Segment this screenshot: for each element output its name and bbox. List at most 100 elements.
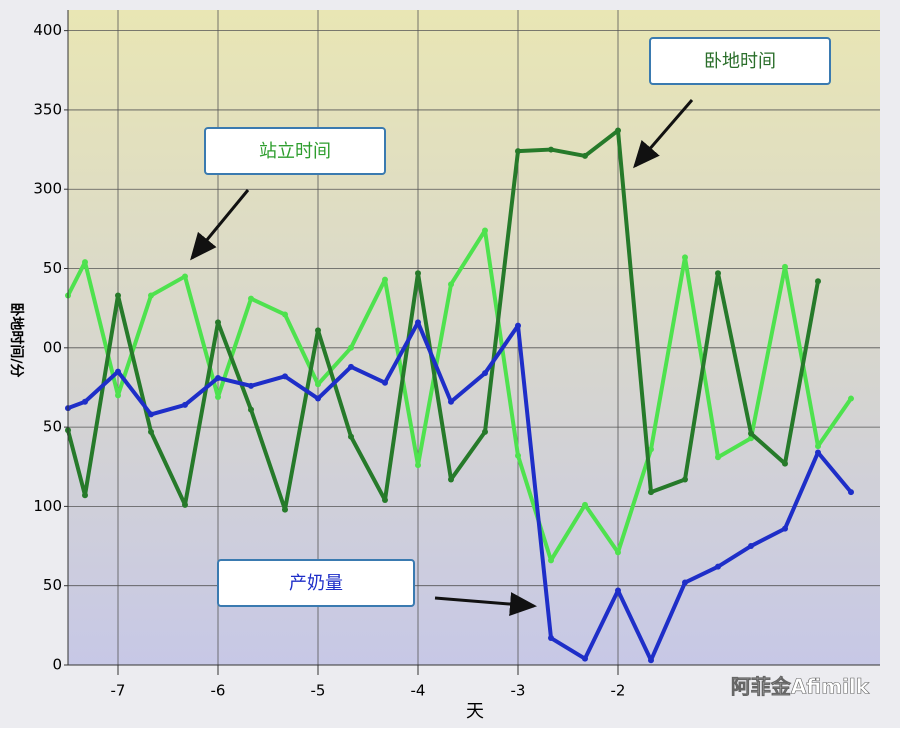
annotation-box xyxy=(204,127,386,175)
series-line xyxy=(66,128,820,512)
y-tick-label: 50 xyxy=(43,259,62,277)
point xyxy=(148,428,154,435)
y-tick-label: 400 xyxy=(33,21,62,39)
point xyxy=(548,146,554,153)
point xyxy=(548,557,554,564)
point xyxy=(248,382,254,389)
annotation-box xyxy=(649,37,831,85)
x-tick-label: -5 xyxy=(311,682,326,700)
point xyxy=(315,381,321,388)
point xyxy=(615,587,621,594)
point xyxy=(215,393,221,400)
y-tick-label: 300 xyxy=(33,180,62,198)
point xyxy=(648,489,654,496)
y-axis-title: 卧地时间/分 xyxy=(8,302,25,377)
point xyxy=(482,227,488,234)
point xyxy=(348,433,354,440)
point xyxy=(448,281,454,288)
point xyxy=(182,501,188,508)
point xyxy=(82,259,88,266)
point xyxy=(448,398,454,405)
point xyxy=(482,370,488,377)
point xyxy=(682,579,688,586)
x-tick-label: -3 xyxy=(511,682,526,700)
point xyxy=(748,543,754,550)
point xyxy=(648,657,654,664)
point xyxy=(815,443,821,450)
point xyxy=(582,152,588,159)
point xyxy=(715,270,721,277)
point xyxy=(782,263,788,270)
point xyxy=(382,497,388,504)
point xyxy=(415,319,421,326)
point xyxy=(282,373,288,380)
point xyxy=(248,406,254,413)
point xyxy=(715,454,721,461)
point xyxy=(182,401,188,408)
point xyxy=(582,655,588,662)
point xyxy=(848,395,854,402)
point xyxy=(215,374,221,381)
point xyxy=(148,292,154,299)
point xyxy=(82,492,88,499)
point xyxy=(615,127,621,134)
y-tick-label: 0 xyxy=(52,656,62,674)
plot-area xyxy=(68,10,880,665)
point xyxy=(782,460,788,467)
point xyxy=(382,276,388,283)
point xyxy=(815,449,821,456)
arrow xyxy=(190,189,250,261)
point xyxy=(382,379,388,386)
point xyxy=(415,462,421,469)
point xyxy=(82,398,88,405)
point xyxy=(448,476,454,483)
x-axis-title: 天 xyxy=(466,701,484,722)
y-tick-label: 50 xyxy=(43,576,62,594)
point xyxy=(815,278,821,285)
point xyxy=(215,319,221,326)
point xyxy=(615,549,621,556)
point xyxy=(715,563,721,570)
point xyxy=(548,635,554,642)
x-tick-label: -6 xyxy=(211,682,226,700)
point xyxy=(115,392,121,399)
watermark: 阿菲金Afimilk xyxy=(731,675,870,699)
point xyxy=(482,428,488,435)
point xyxy=(515,452,521,459)
point xyxy=(415,270,421,277)
point xyxy=(648,446,654,453)
point xyxy=(348,363,354,370)
point xyxy=(315,395,321,402)
point xyxy=(682,476,688,483)
annotation: 卧地时间 xyxy=(704,51,776,72)
y-tick-label: 00 xyxy=(43,338,62,356)
annotation: 产奶量 xyxy=(289,573,343,594)
annotation-box xyxy=(217,559,415,607)
point xyxy=(782,525,788,532)
point xyxy=(115,292,121,299)
point xyxy=(282,506,288,513)
point xyxy=(148,411,154,418)
point xyxy=(115,368,121,375)
point xyxy=(348,344,354,351)
arrow xyxy=(434,592,537,617)
y-tick-label: 100 xyxy=(33,497,62,515)
annotation: 站立时间 xyxy=(259,141,331,162)
arrow xyxy=(633,99,694,169)
point xyxy=(515,148,521,155)
x-tick-label: -4 xyxy=(411,682,426,700)
y-tick-label: 350 xyxy=(33,100,62,118)
point xyxy=(515,322,521,329)
point xyxy=(182,273,188,280)
point xyxy=(748,430,754,437)
point xyxy=(315,327,321,334)
point xyxy=(282,311,288,318)
point xyxy=(582,501,588,508)
y-tick-label: 50 xyxy=(43,418,62,436)
x-tick-label: -7 xyxy=(111,682,126,700)
point xyxy=(848,489,854,496)
point xyxy=(682,254,688,261)
x-tick-label: -2 xyxy=(611,682,626,700)
